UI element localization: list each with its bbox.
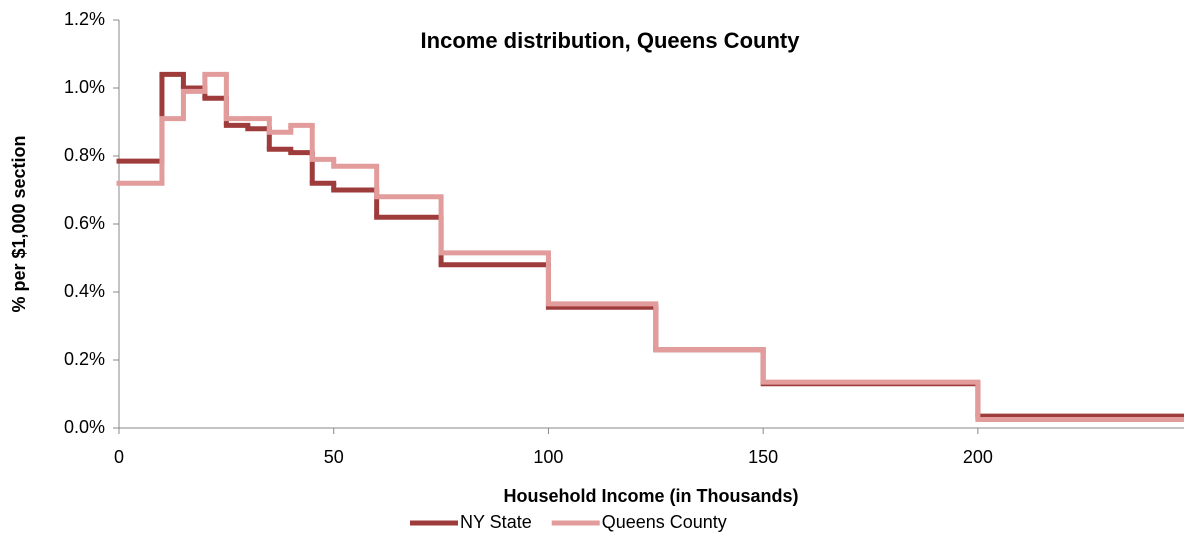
y-tick-label: 0.4% xyxy=(64,281,105,301)
series-line xyxy=(116,71,1184,422)
x-tick-label: 150 xyxy=(748,447,778,467)
x-tick-label: 100 xyxy=(533,447,563,467)
legend-label: NY State xyxy=(460,512,532,532)
x-tick-label: 50 xyxy=(324,447,344,467)
y-tick-label: 0.8% xyxy=(64,145,105,165)
x-tick-label: 0 xyxy=(114,447,124,467)
y-axis-label: % per $1,000 section xyxy=(9,135,29,312)
series-line xyxy=(116,71,1184,419)
y-tick-label: 1.0% xyxy=(64,77,105,97)
legend-label: Queens County xyxy=(602,512,727,532)
y-tick-label: 0.6% xyxy=(64,213,105,233)
y-tick-label: 1.2% xyxy=(64,9,105,29)
y-tick-label: 0.0% xyxy=(64,417,105,437)
chart-title: Income distribution, Queens County xyxy=(421,28,801,53)
y-tick-label: 0.2% xyxy=(64,349,105,369)
x-axis-label: Household Income (in Thousands) xyxy=(503,486,798,506)
x-tick-label: 200 xyxy=(963,447,993,467)
